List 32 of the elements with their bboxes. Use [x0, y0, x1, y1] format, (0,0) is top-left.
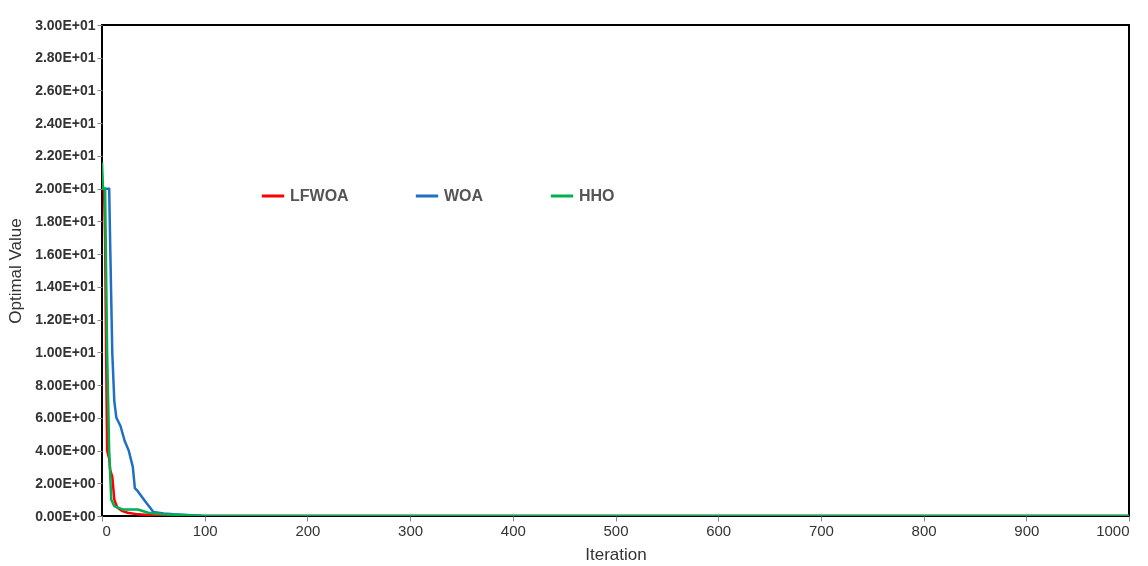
y-tick-label: 0.00E+00	[35, 507, 96, 524]
x-tick-label: 100	[192, 521, 218, 539]
x-tick-label: 700	[808, 521, 834, 539]
x-tick-label: 400	[500, 521, 526, 539]
y-tick-label: 4.00E+00	[35, 442, 96, 459]
x-tick-label: 500	[603, 521, 629, 539]
y-tick-label: 2.20E+01	[35, 147, 96, 164]
y-tick-label: 1.40E+01	[35, 278, 96, 295]
y-tick-label: 8.00E+00	[35, 376, 96, 393]
y-tick-label: 2.60E+01	[35, 81, 96, 98]
y-tick-label: 6.00E+00	[35, 409, 96, 426]
x-tick-label: 900	[1014, 521, 1040, 539]
x-tick-label: 0	[102, 521, 111, 539]
legend-label: LFWOA	[290, 187, 350, 204]
x-axis-title: Iteration	[585, 544, 647, 564]
legend-label: WOA	[444, 187, 484, 204]
y-tick-label: 2.40E+01	[35, 114, 96, 131]
y-tick-label: 3.00E+01	[35, 16, 96, 33]
x-tick-label: 800	[911, 521, 937, 539]
x-tick-label: 200	[295, 521, 321, 539]
y-tick-label: 1.20E+01	[35, 311, 96, 328]
y-tick-label: 2.80E+01	[35, 49, 96, 66]
y-tick-label: 2.00E+00	[35, 474, 96, 491]
y-tick-label: 1.00E+01	[35, 343, 96, 360]
x-tick-label: 1000	[1096, 521, 1130, 539]
x-tick-label: 600	[706, 521, 732, 539]
y-tick-label: 1.80E+01	[35, 212, 96, 229]
y-axis-title: Optimal Value	[6, 218, 26, 324]
y-tick-label: 2.00E+01	[35, 180, 96, 197]
legend-label: HHO	[579, 187, 615, 204]
x-tick-label: 300	[398, 521, 424, 539]
y-tick-label: 1.60E+01	[35, 245, 96, 262]
